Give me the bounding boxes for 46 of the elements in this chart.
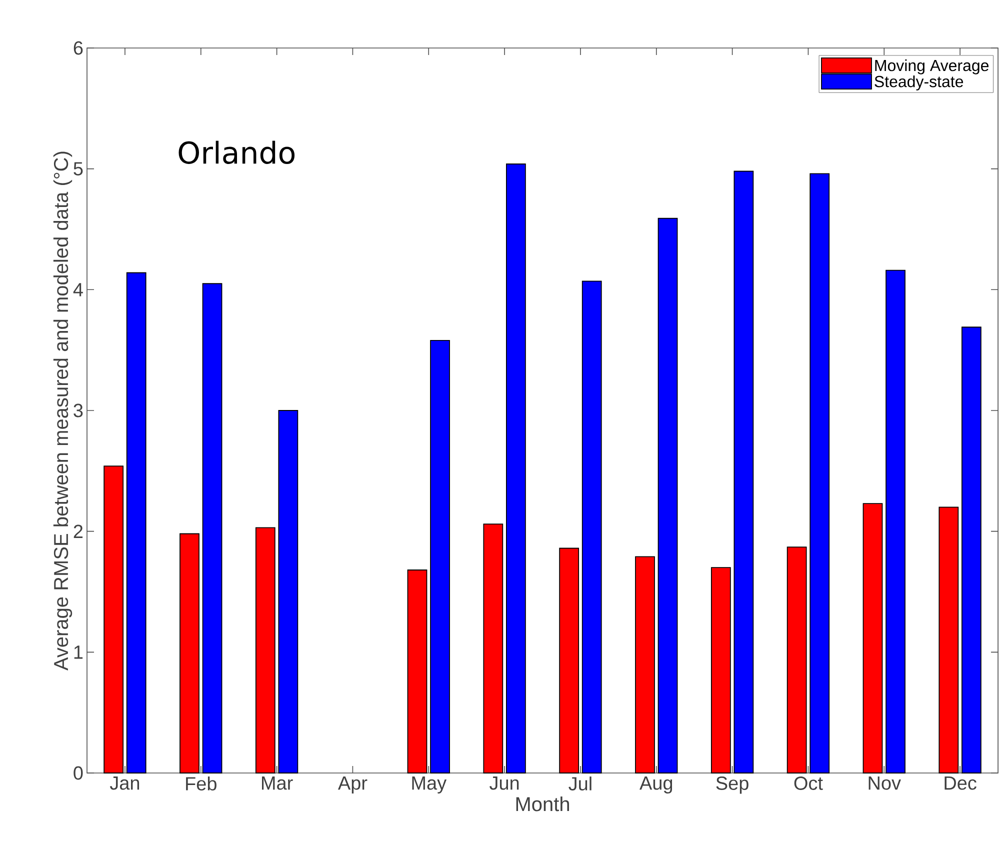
y-tick-label: 3 [74,404,83,418]
annotation: Orlando [178,140,295,164]
x-axis-title: Month [516,796,569,812]
x-tick-label: Jun [490,776,519,790]
bar [126,272,146,774]
y-tick-label: 5 [74,162,83,176]
x-tick-label: Apr [338,776,368,794]
bar [559,548,580,774]
y-tick-label: 6 [74,41,83,55]
bar [710,567,731,774]
x-tick-label: Nov [868,776,901,790]
x-tick-label: Sep [716,776,748,794]
x-tick-label: Aug [640,776,672,794]
x-tick-label: Dec [944,776,976,790]
y-tick-label: 1 [74,646,83,659]
x-tick-label: May [412,776,447,794]
y-tick-label: 2 [74,524,83,538]
bar [886,270,906,774]
bar [658,218,678,774]
bar [810,173,830,774]
bar [483,524,504,774]
bar [407,570,428,774]
x-tick-label: Jan [110,776,140,790]
bar [430,340,450,774]
bar [786,546,807,774]
bar [255,527,276,774]
y-tick-label: 0 [74,766,83,780]
bar [104,466,124,774]
bar [506,164,526,774]
bar [582,280,602,774]
x-tick-label: Oct [794,776,823,790]
bar [180,533,200,774]
bar [938,506,959,774]
x-tick-label: Jul [568,776,592,790]
legend-label: Moving Average [875,59,989,74]
bar [278,410,298,774]
x-tick-label: Mar [262,776,293,790]
bar [635,556,655,774]
bar [862,503,883,774]
y-tick-label: 4 [73,283,83,296]
bar [202,283,222,774]
y-axis-title: Average RMSE between measured and modeled data (°C) [53,152,72,671]
legend-label: Steady-state [874,76,964,90]
bar [734,170,754,774]
x-tick-label: Feb [186,776,216,790]
bar [962,326,982,774]
